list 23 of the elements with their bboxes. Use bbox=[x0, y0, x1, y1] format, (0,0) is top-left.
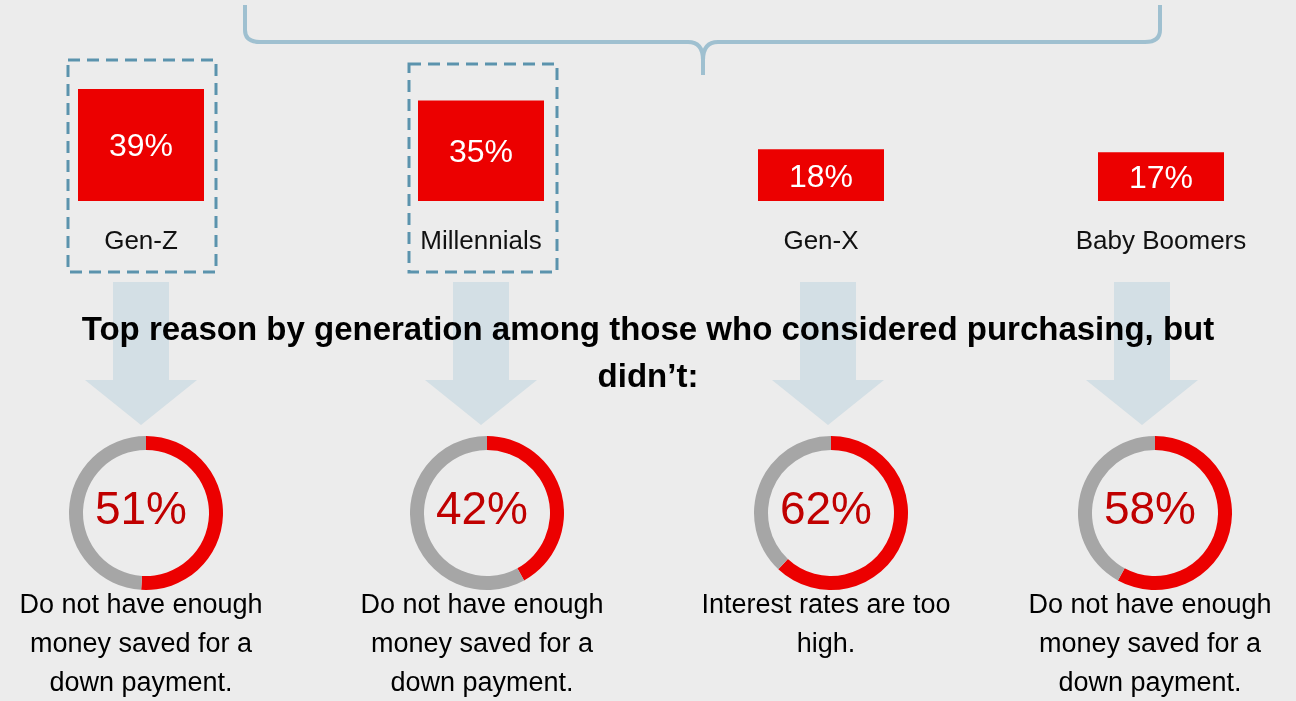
x-tick-label: Gen-X bbox=[783, 225, 859, 255]
text: 51% bbox=[94, 482, 188, 534]
donut-slice bbox=[778, 436, 908, 590]
text: Do not have enough money saved for a down payment. bbox=[18, 588, 264, 699]
bar bbox=[418, 100, 544, 201]
data-label: 35% bbox=[448, 133, 514, 170]
bar bbox=[78, 89, 204, 201]
data-label: 18% bbox=[788, 157, 854, 194]
text: 62% bbox=[779, 482, 873, 534]
donut-slice bbox=[410, 436, 525, 590]
text: 58% bbox=[1103, 482, 1197, 534]
text: Interest rates are too high. bbox=[700, 588, 952, 660]
text: 42% bbox=[435, 482, 529, 534]
x-tick-label: Millennials bbox=[420, 225, 542, 255]
bar bbox=[758, 149, 884, 201]
text: Do not have enough money saved for a down payment. bbox=[1027, 588, 1273, 699]
x-tick-label: Gen-Z bbox=[104, 225, 178, 255]
text: Do not have enough money saved for a down payment. bbox=[359, 588, 605, 699]
x-tick-label: Baby Boomers bbox=[1075, 225, 1247, 255]
data-label: 17% bbox=[1128, 158, 1194, 195]
text: Top reason by generation among those who considered purchasing, but didn’t: bbox=[80, 309, 1216, 396]
bar bbox=[1098, 152, 1224, 201]
data-label: 39% bbox=[108, 127, 174, 164]
